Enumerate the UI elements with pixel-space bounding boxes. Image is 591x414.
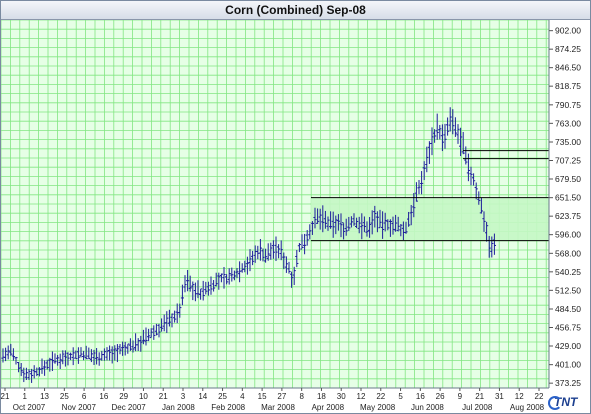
y-tick-label: 846.50	[555, 63, 581, 73]
x-day-label: 21	[1, 392, 10, 401]
price-chart: 902.00 874.25 846.50 818.75 790.75 763.00 735.…	[1, 20, 581, 412]
y-tick-label: 735.00	[555, 137, 581, 147]
x-day-label: 25	[60, 392, 69, 401]
x-month-label: Aug 2008	[510, 403, 545, 412]
x-month-label: Apr 2008	[312, 403, 345, 412]
x-day-label: 12	[357, 392, 366, 401]
y-tick-label: 540.25	[555, 267, 581, 277]
x-day-label: 30	[337, 392, 346, 401]
x-month-label: Oct 2007	[13, 403, 46, 412]
y-tick-label: 484.50	[555, 304, 581, 314]
x-day-label: 25	[218, 392, 227, 401]
y-tick-label: 568.00	[555, 248, 581, 258]
y-tick-label: 874.25	[555, 44, 581, 54]
x-month-label: Jun 2008	[411, 403, 444, 412]
x-day-label: 27	[277, 392, 286, 401]
x-day-label: 5	[398, 392, 403, 401]
x-day-label: 21	[159, 392, 168, 401]
x-day-label: 14	[198, 392, 207, 401]
y-tick-label: 651.50	[555, 193, 581, 203]
y-tick-label: 763.00	[555, 118, 581, 128]
x-month-label: May 2008	[360, 403, 396, 412]
y-tick-label: 902.00	[555, 26, 581, 36]
x-month-label: Jul 2008	[462, 403, 493, 412]
x-month-label: Mar 2008	[261, 403, 295, 412]
chart-title: Corn (Combined) Sep-08	[1, 1, 590, 20]
x-day-label: 31	[495, 392, 504, 401]
y-tick-label: 373.25	[555, 378, 581, 388]
x-day-label: 18	[317, 392, 326, 401]
y-tick-label: 790.75	[555, 100, 581, 110]
x-day-label: 8	[299, 392, 304, 401]
tnt-logo-icon: TNT	[548, 393, 588, 411]
x-month-label: Feb 2008	[211, 403, 245, 412]
x-day-label: 3	[181, 392, 186, 401]
x-day-label: 29	[119, 392, 128, 401]
y-tick-label: 623.75	[555, 211, 581, 221]
y-tick-label: 456.75	[555, 323, 581, 333]
x-day-label: 10	[139, 392, 148, 401]
x-day-label: 21	[475, 392, 484, 401]
x-day-label: 6	[82, 392, 87, 401]
x-day-label: 22	[535, 392, 544, 401]
y-tick-label: 512.50	[555, 285, 581, 295]
y-tick-label: 818.75	[555, 81, 581, 91]
x-day-label: 26	[436, 392, 445, 401]
x-month-label: Dec 2007	[111, 403, 146, 412]
y-tick-label: 401.00	[555, 360, 581, 370]
x-day-label: 4	[240, 392, 245, 401]
consolidation-zone	[311, 197, 549, 241]
x-day-label: 22	[376, 392, 385, 401]
x-day-label: 1	[23, 392, 28, 401]
x-day-label: 15	[258, 392, 267, 401]
x-day-label: 13	[40, 392, 49, 401]
y-tick-label: 707.25	[555, 156, 581, 166]
x-month-label: Jan 2008	[162, 403, 195, 412]
y-tick-label: 596.00	[555, 230, 581, 240]
x-day-label: 16	[99, 392, 108, 401]
y-tick-label: 429.00	[555, 341, 581, 351]
x-month-label: Nov 2007	[62, 403, 97, 412]
x-day-label: 12	[515, 392, 524, 401]
y-tick-label: 679.50	[555, 174, 581, 184]
x-day-label: 9	[458, 392, 463, 401]
x-day-label: 16	[416, 392, 425, 401]
